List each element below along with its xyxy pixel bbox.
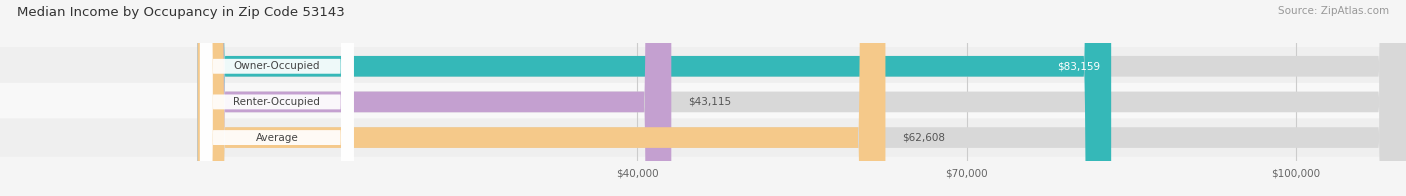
- FancyBboxPatch shape: [198, 0, 1111, 196]
- Text: $62,608: $62,608: [901, 132, 945, 142]
- FancyBboxPatch shape: [198, 0, 671, 196]
- Text: Average: Average: [256, 132, 298, 142]
- FancyBboxPatch shape: [0, 118, 1406, 157]
- Text: Owner-Occupied: Owner-Occupied: [233, 61, 321, 71]
- Text: $83,159: $83,159: [1057, 61, 1099, 71]
- Text: $43,115: $43,115: [688, 97, 731, 107]
- Text: Median Income by Occupancy in Zip Code 53143: Median Income by Occupancy in Zip Code 5…: [17, 6, 344, 19]
- FancyBboxPatch shape: [198, 0, 1406, 196]
- FancyBboxPatch shape: [200, 0, 354, 196]
- FancyBboxPatch shape: [0, 83, 1406, 121]
- FancyBboxPatch shape: [198, 0, 886, 196]
- Text: Source: ZipAtlas.com: Source: ZipAtlas.com: [1278, 6, 1389, 16]
- Text: Renter-Occupied: Renter-Occupied: [233, 97, 321, 107]
- FancyBboxPatch shape: [200, 0, 354, 196]
- FancyBboxPatch shape: [198, 0, 1406, 196]
- FancyBboxPatch shape: [200, 0, 354, 196]
- FancyBboxPatch shape: [198, 0, 1406, 196]
- FancyBboxPatch shape: [0, 47, 1406, 85]
